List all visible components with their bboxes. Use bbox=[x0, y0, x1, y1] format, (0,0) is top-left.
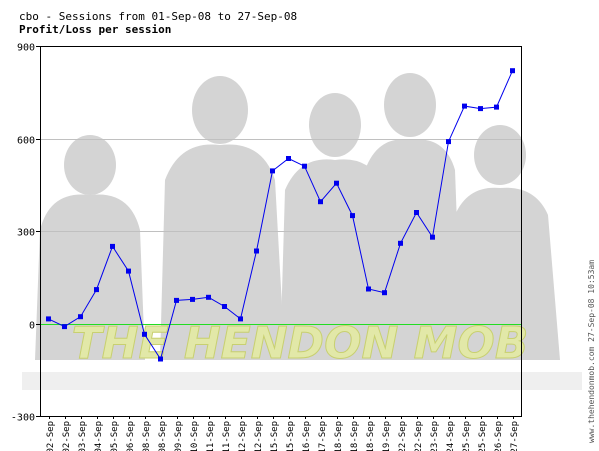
data-point-marker bbox=[334, 180, 339, 186]
data-point-marker bbox=[270, 168, 275, 174]
data-point-marker bbox=[302, 163, 307, 169]
x-tick-label: 04-Sep bbox=[94, 421, 104, 451]
data-point-marker bbox=[254, 248, 259, 254]
x-tick-label: 16-Sep bbox=[302, 421, 312, 451]
data-point-marker bbox=[398, 240, 403, 246]
series-line-path bbox=[48, 70, 513, 361]
watermark-background: THE HENDON MOB bbox=[22, 73, 582, 390]
data-point-marker bbox=[158, 356, 163, 362]
x-tick-label: 06-Sep bbox=[126, 421, 136, 451]
chart-title: Profit/Loss per session bbox=[19, 23, 171, 36]
x-tick-label: 22-Sep bbox=[414, 421, 424, 451]
y-tick-label: 0 bbox=[29, 321, 35, 332]
grid-lines bbox=[40, 139, 521, 232]
data-point-marker bbox=[78, 314, 83, 320]
y-axis-ticks: 900 600 300 0 -300 bbox=[11, 43, 40, 424]
x-tick-label: 15-Sep bbox=[270, 421, 280, 451]
data-point-marker bbox=[414, 210, 419, 215]
x-tick-label: 18-Sep bbox=[350, 421, 360, 451]
x-tick-label: 09-Sep bbox=[174, 421, 184, 451]
data-point-marker bbox=[478, 106, 483, 112]
data-point-marker bbox=[142, 331, 147, 337]
x-tick-label: 25-Sep bbox=[462, 421, 472, 451]
x-tick-label: 12-Sep bbox=[254, 421, 264, 451]
x-tick-label: 02-Sep bbox=[46, 421, 56, 451]
x-tick-label: 23-Sep bbox=[430, 421, 440, 451]
data-point-marker bbox=[238, 316, 243, 322]
data-point-marker bbox=[366, 286, 371, 292]
x-tick-label: 24-Sep bbox=[446, 421, 456, 451]
x-tick-label: 26-Sep bbox=[494, 421, 504, 451]
x-tick-label: 11-Sep bbox=[222, 421, 232, 451]
x-tick-label: 11-Sep bbox=[206, 421, 216, 451]
data-point-marker bbox=[446, 139, 451, 145]
data-point-marker bbox=[318, 199, 323, 205]
x-tick-label: 17-Sep bbox=[318, 421, 328, 451]
y-tick-label: 600 bbox=[17, 136, 35, 147]
x-tick-label: 05-Sep bbox=[110, 421, 120, 451]
data-point-marker bbox=[382, 290, 387, 296]
data-point-marker bbox=[62, 324, 67, 330]
x-tick-label: 08-Sep bbox=[158, 421, 168, 451]
data-point-marker bbox=[46, 316, 51, 322]
data-point-marker bbox=[206, 294, 211, 300]
y-tick-label: -300 bbox=[11, 413, 35, 424]
x-tick-label: 08-Sep bbox=[142, 421, 152, 451]
watermark-logo: THE HENDON MOB bbox=[72, 318, 529, 369]
chart-subtitle: cbo - Sessions from 01-Sep-08 to 27-Sep-… bbox=[19, 10, 297, 23]
x-tick-label: 18-Sep bbox=[334, 421, 344, 451]
data-point-marker bbox=[174, 297, 179, 303]
x-tick-label: 15-Sep bbox=[286, 421, 296, 451]
data-point-marker bbox=[462, 103, 467, 109]
x-tick-label: 25-Sep bbox=[478, 421, 488, 451]
x-tick-label: 10-Sep bbox=[190, 421, 200, 451]
data-point-marker bbox=[510, 68, 515, 74]
data-point-marker bbox=[222, 304, 227, 309]
plot-border bbox=[40, 46, 522, 417]
data-point-marker bbox=[494, 104, 499, 110]
data-point-marker bbox=[430, 234, 435, 240]
data-point-marker bbox=[94, 287, 99, 293]
data-point-marker bbox=[286, 156, 291, 161]
y-tick-label: 900 bbox=[17, 43, 35, 54]
x-tick-label: 19-Sep bbox=[382, 421, 392, 451]
series-markers bbox=[46, 68, 515, 362]
x-tick-label: 22-Sep bbox=[398, 421, 408, 451]
data-point-marker bbox=[350, 213, 355, 219]
series-line bbox=[48, 70, 513, 361]
data-point-marker bbox=[126, 268, 131, 274]
x-tick-label: 12-Sep bbox=[238, 421, 248, 451]
data-point-marker bbox=[190, 296, 195, 302]
x-tick-label: 03-Sep bbox=[78, 421, 88, 451]
x-tick-label: 02-Sep bbox=[62, 421, 72, 451]
x-axis-ticks: 02-Sep 02-Sep 03-Sep 04-Sep 05-Sep 06-Sep 08-S… bbox=[46, 416, 520, 451]
side-credit: www.thehendonmob.com 27-Sep-08 10:53am bbox=[587, 260, 596, 443]
x-tick-label: 27-Sep bbox=[510, 421, 520, 451]
x-tick-label: 18-Sep bbox=[366, 421, 376, 451]
y-tick-label: 300 bbox=[17, 228, 35, 239]
data-point-marker bbox=[110, 243, 115, 249]
plot-frame bbox=[40, 46, 522, 417]
